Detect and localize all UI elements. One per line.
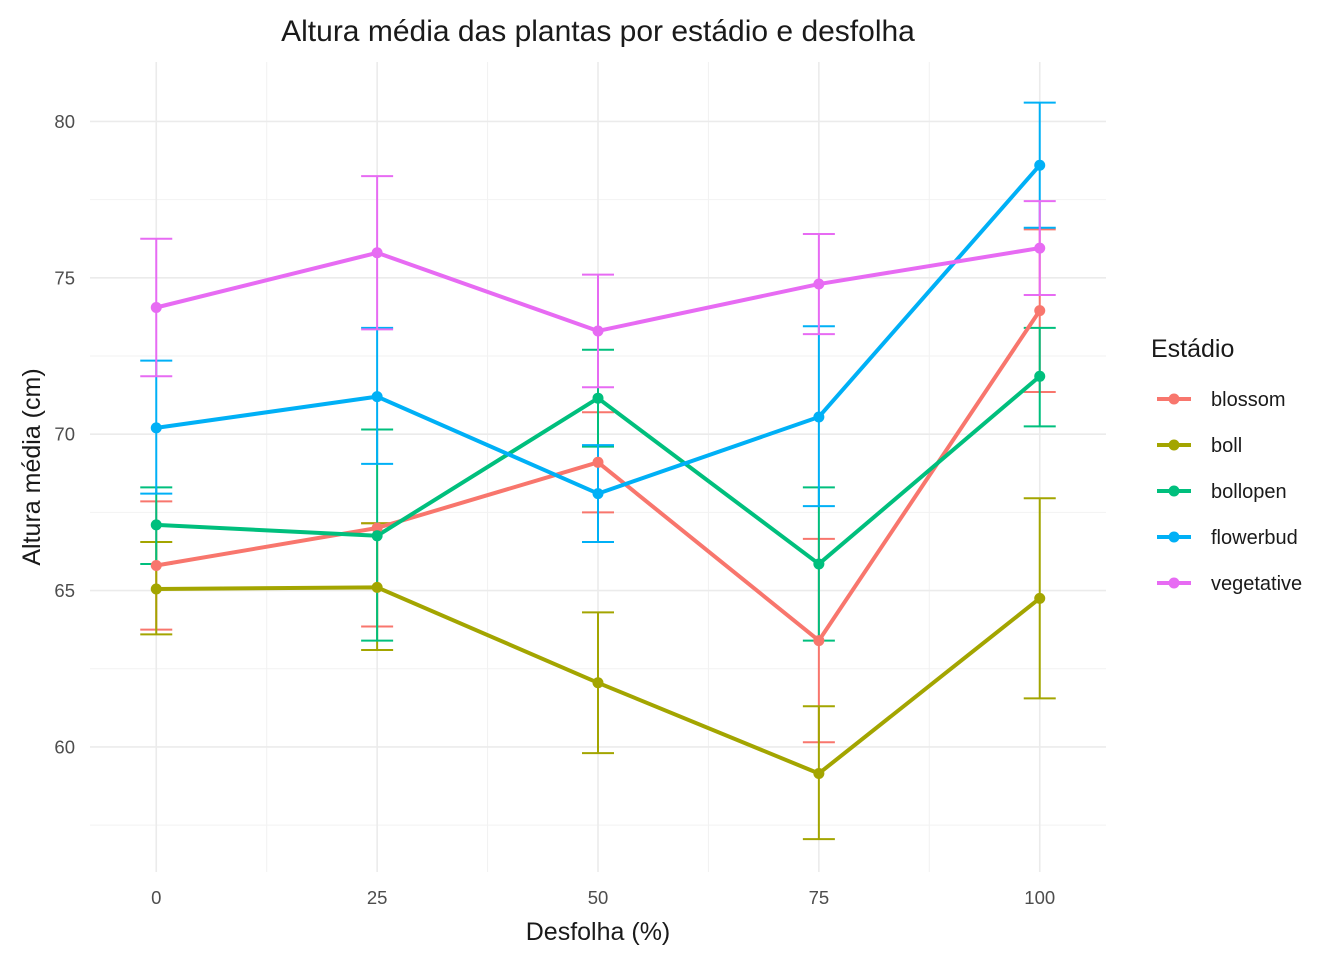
data-point-boll — [813, 767, 825, 779]
legend-item-boll: boll — [1157, 435, 1242, 457]
data-point-blossom — [150, 560, 162, 572]
legend-item-vegetative: vegetative — [1157, 573, 1302, 595]
y-tick-label: 60 — [54, 736, 75, 757]
data-point-vegetative — [813, 278, 825, 290]
x-tick-label: 25 — [367, 887, 388, 908]
y-axis-ticks: 60 65 70 75 80 — [54, 111, 75, 757]
legend-item-flowerbud: flowerbud — [1157, 527, 1298, 549]
data-point-bollopen — [592, 392, 604, 404]
data-point-boll — [371, 581, 383, 593]
legend-key-point — [1168, 485, 1180, 497]
legend-label: flowerbud — [1211, 527, 1298, 549]
x-tick-label: 0 — [151, 887, 161, 908]
data-point-flowerbud — [371, 391, 383, 403]
data-point-flowerbud — [813, 411, 825, 423]
data-point-flowerbud — [592, 488, 604, 500]
legend-label: bollopen — [1211, 481, 1287, 503]
data-point-blossom — [1034, 305, 1046, 317]
data-point-blossom — [813, 635, 825, 647]
x-axis-ticks: 0 25 50 75 100 — [151, 887, 1055, 908]
y-tick-label: 75 — [54, 267, 75, 288]
data-point-bollopen — [1034, 370, 1046, 382]
legend-item-bollopen: bollopen — [1157, 481, 1287, 503]
y-tick-label: 80 — [54, 111, 75, 132]
x-axis-title: Desfolha (%) — [526, 918, 671, 946]
data-point-boll — [592, 677, 604, 689]
y-tick-label: 70 — [54, 424, 75, 445]
legend-label: vegetative — [1211, 573, 1302, 595]
data-point-vegetative — [592, 325, 604, 337]
data-point-bollopen — [371, 530, 383, 542]
legend-label: blossom — [1211, 389, 1285, 411]
data-point-blossom — [371, 522, 383, 534]
data-point-vegetative — [371, 247, 383, 259]
data-point-boll — [1034, 592, 1046, 604]
legend-key-point — [1168, 439, 1180, 451]
series-points — [150, 159, 1046, 779]
x-tick-label: 75 — [809, 887, 830, 908]
x-tick-label: 50 — [588, 887, 609, 908]
legend-title: Estádio — [1151, 335, 1234, 363]
legend-key-point — [1168, 393, 1180, 405]
legend-key-point — [1168, 531, 1180, 543]
legend-label: boll — [1211, 435, 1242, 457]
data-point-flowerbud — [150, 422, 162, 434]
data-point-blossom — [592, 456, 604, 468]
data-point-bollopen — [150, 519, 162, 531]
y-axis-title: Altura média (cm) — [18, 368, 46, 565]
data-point-boll — [150, 583, 162, 595]
data-point-flowerbud — [1034, 159, 1046, 171]
data-point-vegetative — [1034, 242, 1046, 254]
x-tick-label: 100 — [1024, 887, 1055, 908]
chart-title: Altura média das plantas por estádio e d… — [281, 15, 915, 48]
legend-key-point — [1168, 577, 1180, 589]
data-point-vegetative — [150, 302, 162, 314]
legend: Estádio blossom boll bollopen flowerbud vege… — [1151, 335, 1302, 595]
legend-item-blossom: blossom — [1157, 389, 1285, 411]
data-point-bollopen — [813, 558, 825, 570]
y-tick-label: 65 — [54, 580, 75, 601]
